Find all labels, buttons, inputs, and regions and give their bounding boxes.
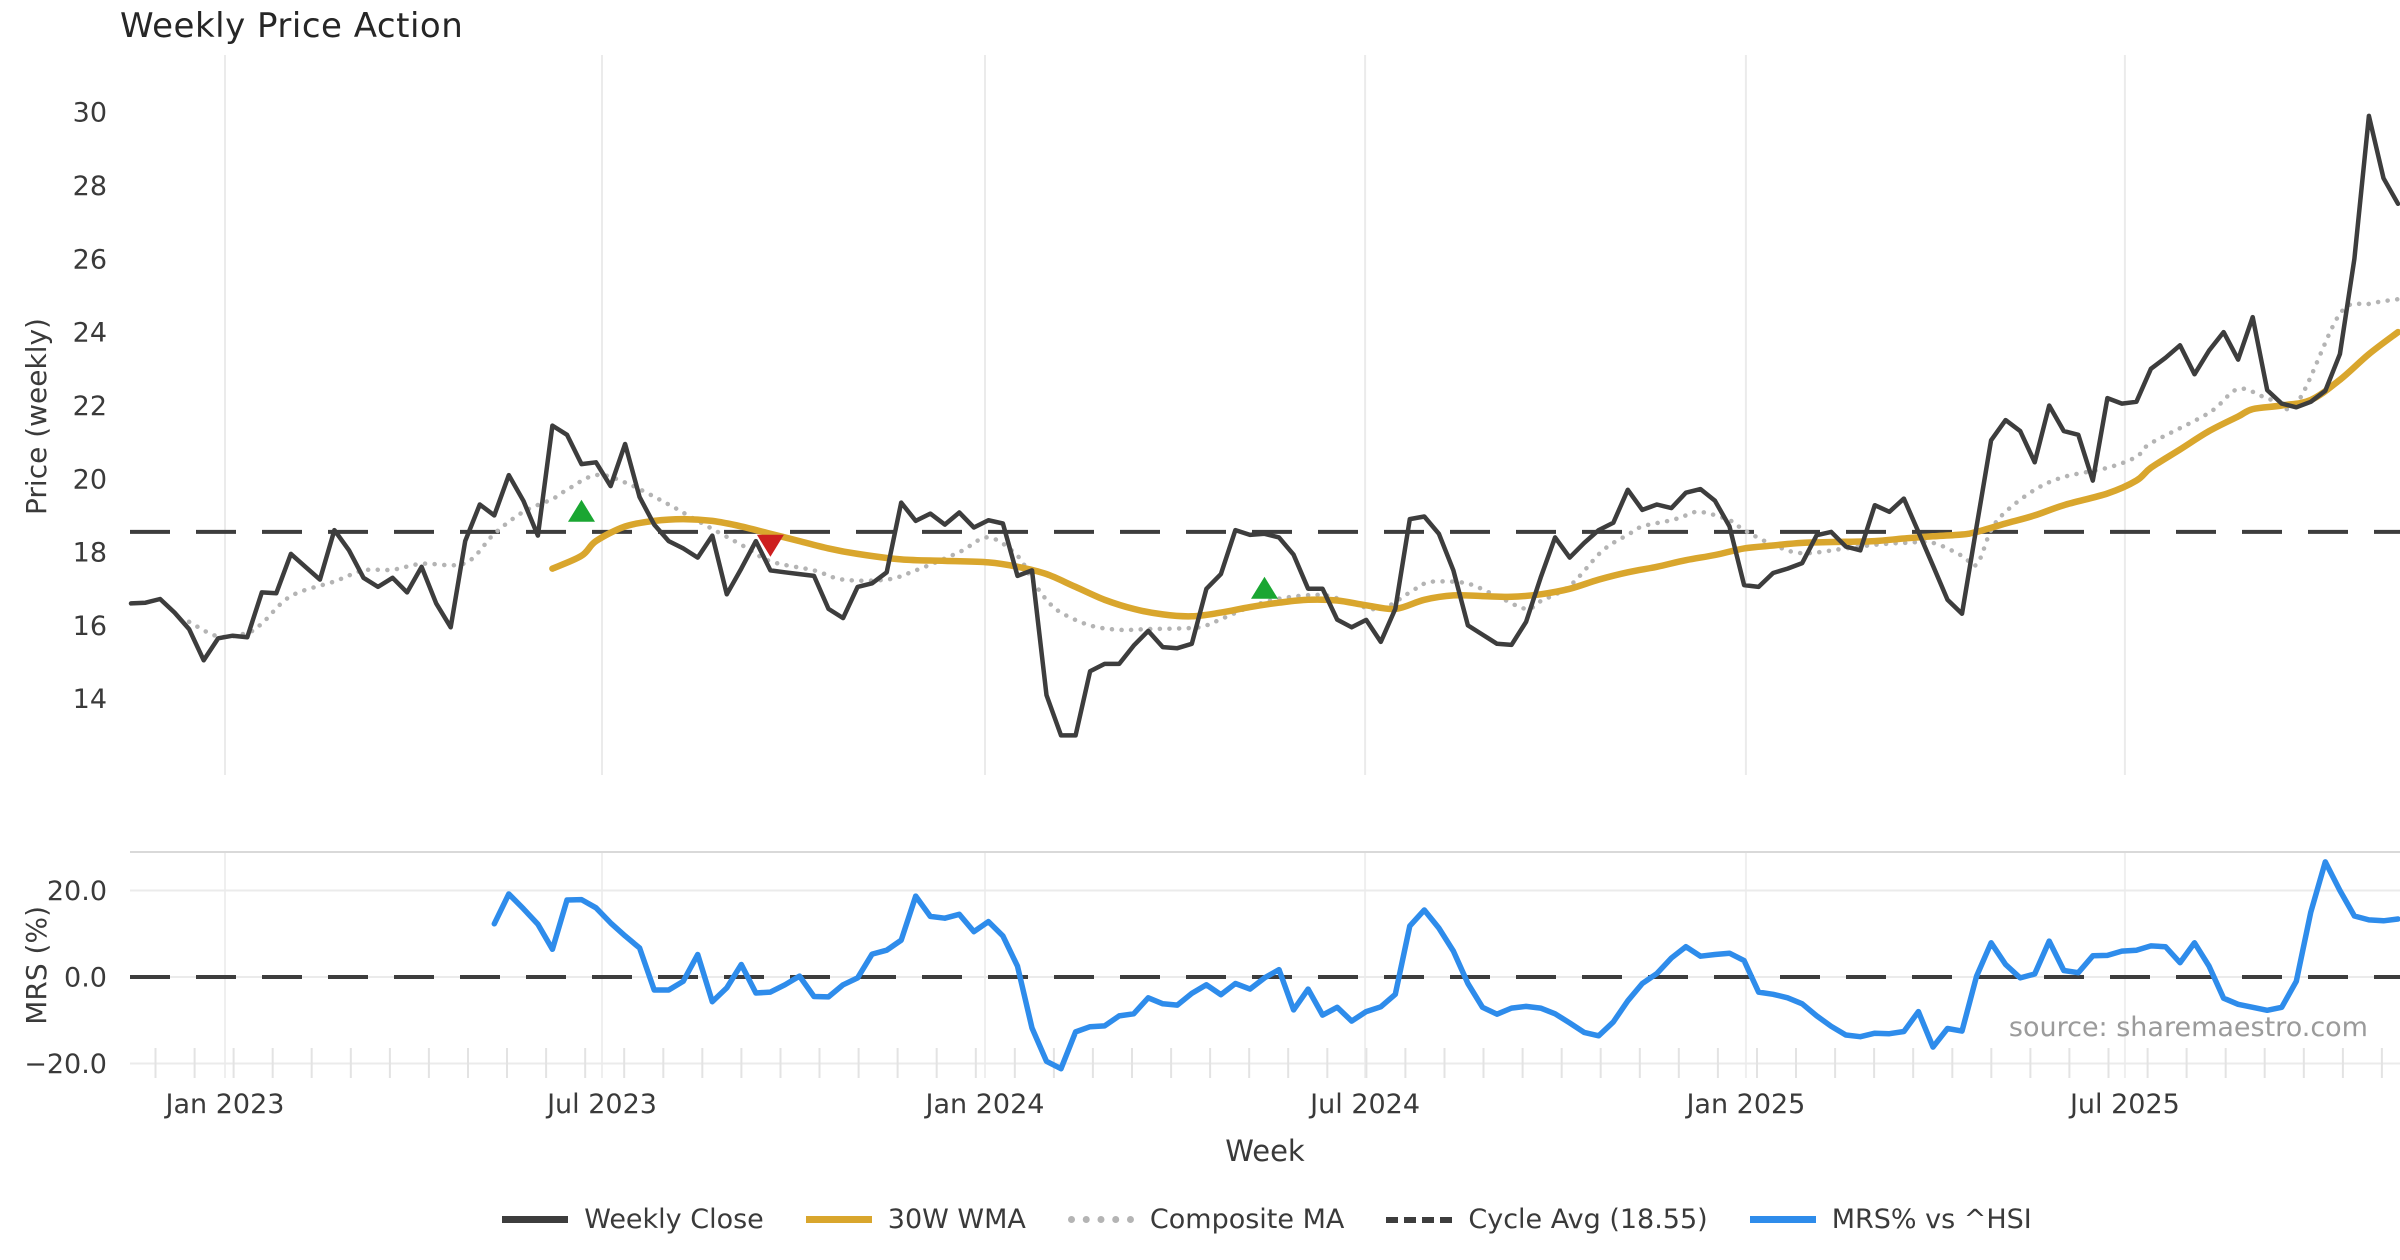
- date-tick-label: Jul 2023: [545, 1089, 657, 1120]
- source-attribution: source: sharemaestro.com: [2008, 1012, 2368, 1043]
- legend-label: Composite MA: [1149, 1204, 1345, 1235]
- buy-signal-marker: [567, 499, 595, 522]
- composite-ma-line-swatch-icon: [1067, 1216, 1134, 1223]
- chart-title: Weekly Price Action: [120, 6, 464, 46]
- date-tick-label: Jan 2023: [164, 1089, 285, 1120]
- date-tick-label: Jul 2025: [2068, 1089, 2180, 1120]
- composite-ma-line: [186, 296, 2400, 640]
- mrs-minor-ticks: [154, 1048, 2383, 1078]
- legend-label: Cycle Avg (18.55): [1468, 1204, 1708, 1235]
- legend-item-weekly-close: Weekly Close: [502, 1204, 764, 1235]
- wma-line: [549, 328, 2400, 620]
- price-tick-label: 28: [73, 171, 107, 202]
- price-tick-label: 26: [73, 244, 107, 275]
- weekly-close-line: [128, 113, 2400, 738]
- date-tick-label: Jan 2025: [1684, 1089, 1805, 1120]
- legend-label: MRS% vs ^HSI: [1831, 1204, 2032, 1235]
- wma-line-swatch-icon: [805, 1216, 872, 1223]
- date-gridlines: [224, 55, 2126, 1078]
- sell-signal-marker: [756, 534, 784, 557]
- buy-signal-marker: [1250, 576, 1278, 599]
- price-tick-label: 22: [73, 391, 107, 422]
- x-axis-label: Week: [1225, 1134, 1305, 1168]
- date-tick-label: Jul 2024: [1308, 1089, 1420, 1120]
- mrs-line: [491, 859, 2400, 1072]
- mrs-tick-label: 20.0: [47, 876, 107, 907]
- mrs-axis-label: MRS (%): [20, 906, 53, 1025]
- mrs-tick-label: 0.0: [64, 963, 107, 994]
- price-tick-label: 14: [73, 684, 107, 715]
- price-axis-label: Price (weekly): [20, 318, 53, 515]
- signal-markers: [567, 499, 1278, 599]
- cycle-avg-line-swatch-icon: [1386, 1216, 1453, 1223]
- weekly-close-line-swatch-icon: [502, 1216, 569, 1223]
- legend-label: Weekly Close: [584, 1204, 764, 1235]
- price-tick-label: 20: [73, 464, 107, 495]
- mrs-tick-label: −20.0: [24, 1049, 107, 1080]
- legend-item-cycle-avg: Cycle Avg (18.55): [1386, 1204, 1708, 1235]
- price-tick-label: 18: [73, 538, 107, 569]
- legend: Weekly Close 30W WMA Composite MA Cycle …: [134, 1204, 2400, 1235]
- date-tick-label: Jan 2024: [924, 1089, 1045, 1120]
- price-tick-label: 16: [73, 611, 107, 642]
- mrs-line-swatch-icon: [1749, 1216, 1816, 1223]
- price-tick-label: 24: [73, 318, 107, 349]
- legend-item-composite-ma: Composite MA: [1067, 1204, 1345, 1235]
- legend-label: 30W WMA: [887, 1204, 1026, 1235]
- legend-item-mrs-vs-hsi: MRS% vs ^HSI: [1749, 1204, 2032, 1235]
- price-tick-label: 30: [73, 98, 107, 129]
- axis-tick-labels: 14 16 18 20 22 24 26 28 30 20.0 0.0 −20.0 Jan 2023 Ju…: [24, 98, 2180, 1120]
- legend-item-30w-wma: 30W WMA: [805, 1204, 1026, 1235]
